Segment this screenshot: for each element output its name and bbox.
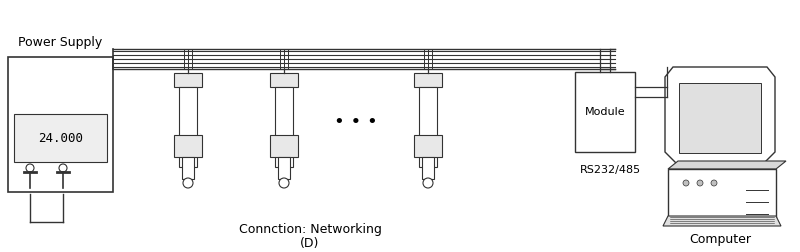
Bar	[575, 72, 635, 152]
Bar	[270, 73, 298, 87]
Polygon shape	[665, 67, 775, 167]
Text: RS232/485: RS232/485	[580, 165, 641, 175]
Text: Connction: Networking: Connction: Networking	[238, 224, 382, 236]
Bar	[14, 114, 107, 162]
Bar	[174, 73, 202, 87]
Bar	[182, 157, 194, 179]
Circle shape	[711, 180, 717, 186]
Text: • • •: • • •	[334, 113, 378, 131]
Circle shape	[26, 164, 34, 172]
Polygon shape	[663, 216, 781, 226]
Bar	[179, 87, 197, 167]
Circle shape	[683, 180, 689, 186]
Circle shape	[59, 164, 67, 172]
Text: Module: Module	[585, 107, 626, 117]
Bar	[414, 135, 442, 157]
Circle shape	[423, 178, 433, 188]
Bar	[270, 135, 298, 157]
Text: 24.000: 24.000	[38, 132, 83, 144]
Polygon shape	[668, 161, 786, 169]
Bar	[422, 157, 434, 179]
Bar	[8, 57, 113, 192]
Text: Power Supply: Power Supply	[18, 36, 102, 49]
Bar	[275, 87, 293, 167]
Bar	[668, 169, 776, 224]
Bar	[278, 157, 290, 179]
Circle shape	[183, 178, 193, 188]
Circle shape	[697, 180, 703, 186]
Text: (D): (D)	[300, 237, 320, 250]
Bar	[679, 83, 761, 153]
Bar	[419, 87, 437, 167]
Text: Computer: Computer	[689, 234, 751, 246]
Bar	[414, 73, 442, 87]
Circle shape	[279, 178, 289, 188]
Bar	[174, 135, 202, 157]
